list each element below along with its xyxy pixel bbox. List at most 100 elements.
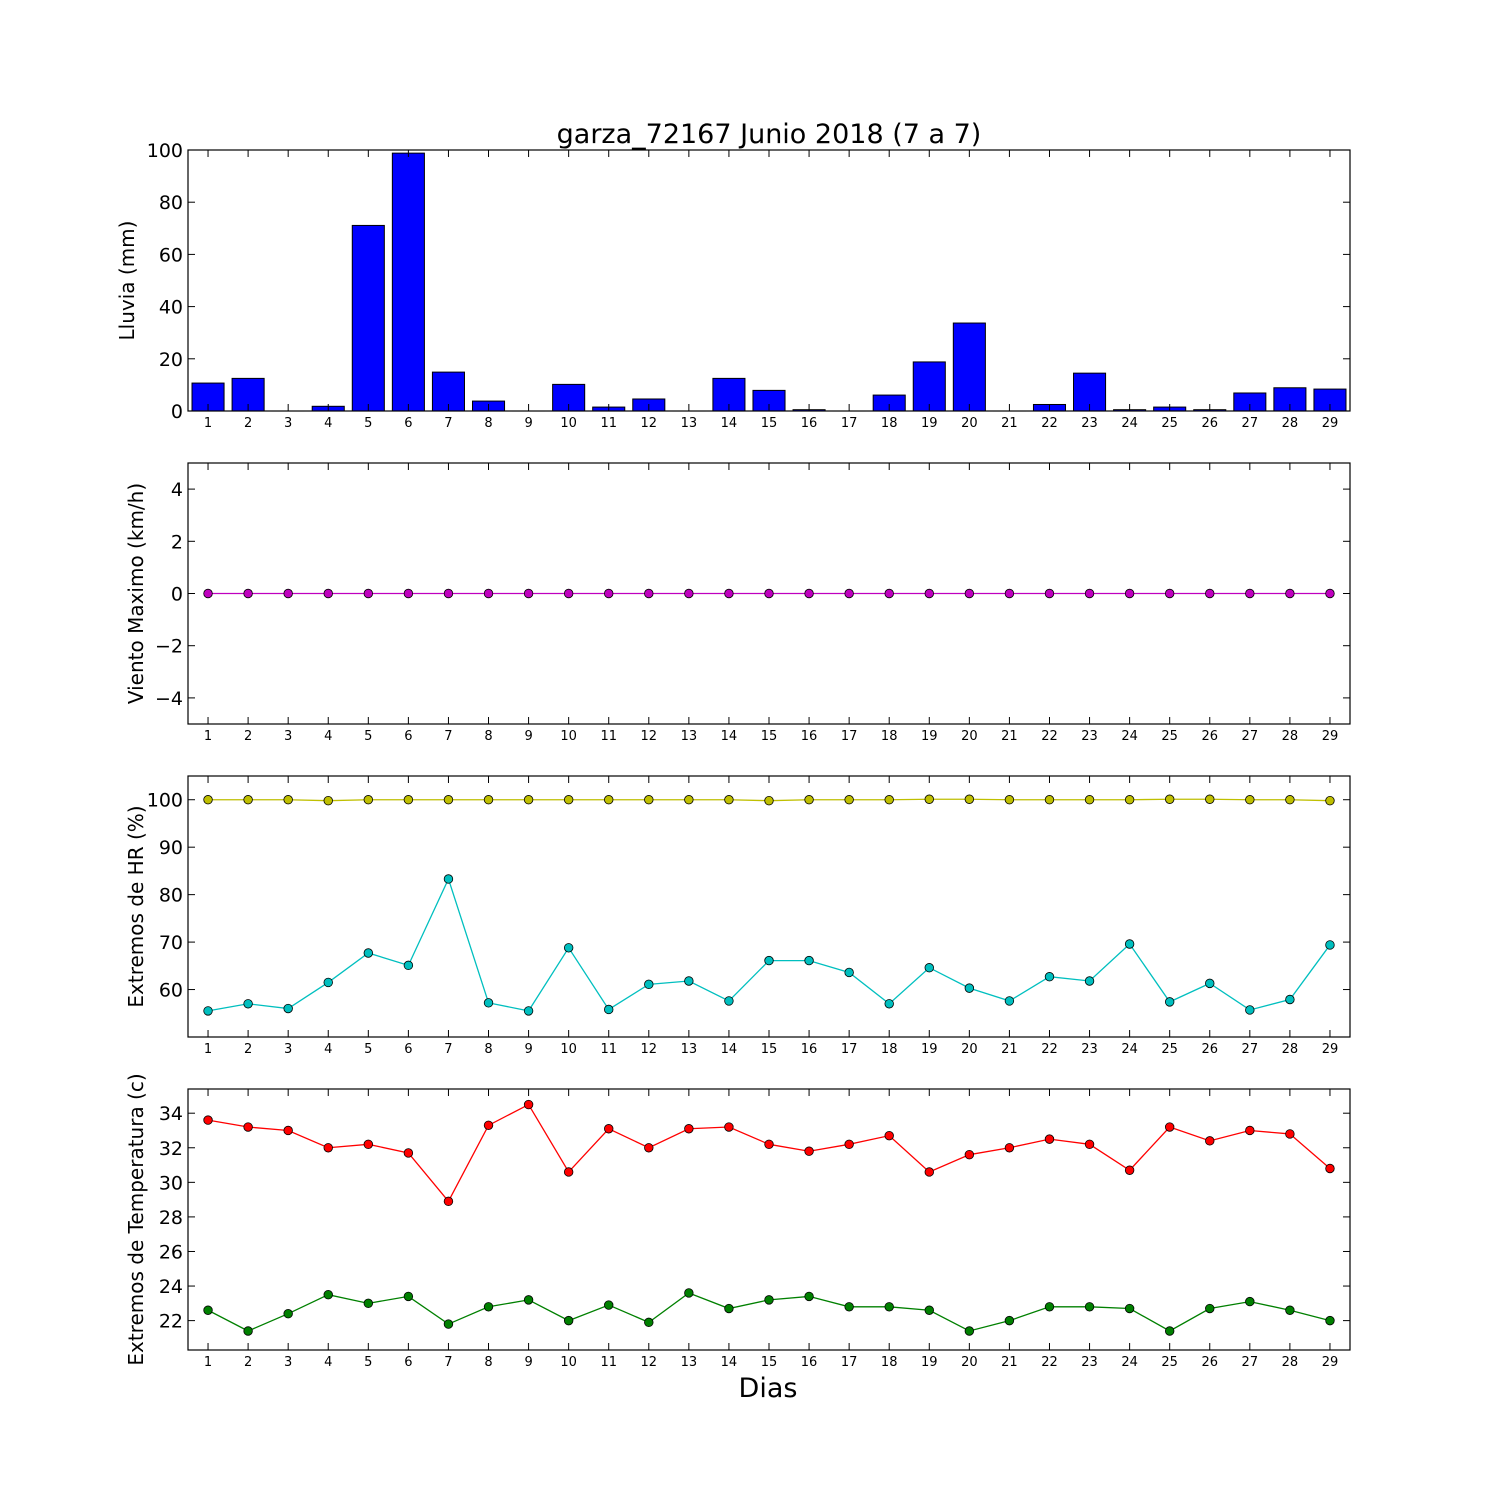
data-point (1124, 795, 1135, 805)
data-point (363, 795, 374, 805)
y-tick-label: 30 (159, 1172, 183, 1194)
data-point (604, 1004, 614, 1015)
y-tick-label: 60 (159, 244, 183, 266)
x-tick-label: 22 (1041, 729, 1058, 744)
x-tick-label: 7 (444, 1355, 452, 1370)
x-tick-label: 21 (1001, 1042, 1018, 1057)
data-point (1285, 795, 1295, 805)
x-tick-label: 1 (204, 729, 212, 744)
data-point (644, 1317, 654, 1328)
x-tick-label: 29 (1322, 729, 1339, 744)
data-point (924, 963, 934, 973)
y-tick-label: 26 (159, 1241, 183, 1263)
data-point (323, 588, 333, 599)
x-tick-label: 24 (1121, 416, 1138, 431)
data-point (1285, 1305, 1295, 1315)
x-tick-label: 7 (444, 416, 452, 431)
y-tick-label: 40 (159, 297, 183, 319)
data-point (764, 588, 774, 599)
data-point (1124, 1165, 1135, 1175)
y-tick-label: 34 (159, 1103, 183, 1125)
data-point (684, 1124, 694, 1134)
data-point (684, 1288, 694, 1298)
data-point (884, 588, 894, 599)
data-point (563, 1167, 574, 1177)
data-point (563, 795, 574, 805)
x-tick-label: 14 (721, 416, 738, 431)
data-point (1164, 1326, 1175, 1336)
data-point (644, 979, 654, 990)
data-point (844, 967, 854, 978)
data-point (964, 1326, 975, 1336)
data-point (764, 955, 774, 966)
data-point (1164, 794, 1175, 804)
x-tick-label: 21 (1001, 416, 1018, 431)
data-point (443, 795, 454, 805)
x-tick-label: 12 (641, 1042, 658, 1057)
x-tick-label: 18 (881, 1355, 898, 1370)
y-tick-label: −2 (155, 636, 183, 658)
bar (952, 322, 986, 412)
data-point (804, 1291, 814, 1302)
data-point (1285, 994, 1295, 1005)
x-tick-label: 23 (1081, 1042, 1098, 1057)
y-tick-label: 4 (171, 479, 183, 501)
data-point (283, 1125, 293, 1136)
x-tick-label: 19 (921, 416, 938, 431)
x-tick-label: 27 (1242, 416, 1259, 431)
data-point (443, 1319, 454, 1329)
x-tick-label: 27 (1242, 729, 1259, 744)
panel-2: 1 2 3 4 5 6 7 8 9 10 11 12 13 14 15 16 17 18 19 20 21 22 23 24 2… (124, 462, 1351, 744)
x-tick-label: 21 (1001, 729, 1018, 744)
bar (351, 224, 385, 412)
x-tick-label: 3 (284, 1042, 292, 1057)
panel-4: 1 2 3 4 5 6 7 8 9 10 11 12 13 14 15 16 17 18 19 20 21 22 23 24 2… (124, 1073, 1351, 1370)
x-tick-label: 11 (600, 729, 617, 744)
x-tick-label: 3 (284, 729, 292, 744)
bar (391, 152, 425, 412)
x-tick-label: 23 (1081, 729, 1098, 744)
x-tick-label: 2 (244, 416, 252, 431)
data-point (924, 1305, 934, 1315)
x-tick-label: 4 (324, 416, 332, 431)
x-tick-label: 1 (204, 1042, 212, 1057)
x-tick-label: 23 (1081, 416, 1098, 431)
x-tick-label: 2 (244, 1042, 252, 1057)
x-tick-label: 16 (801, 1355, 818, 1370)
x-tick-label: 15 (761, 1042, 778, 1057)
data-point (1044, 972, 1055, 982)
x-tick-label: 16 (801, 1042, 818, 1057)
x-tick-label: 15 (761, 416, 778, 431)
x-tick-label: 1 (204, 416, 212, 431)
data-point (563, 588, 574, 599)
data-point (1084, 976, 1095, 986)
x-tick-label: 12 (641, 729, 658, 744)
x-tick-label: 19 (921, 729, 938, 744)
x-tick-label: 17 (841, 1042, 858, 1057)
data-point (1285, 588, 1295, 599)
data-point (523, 795, 534, 805)
data-point (483, 998, 494, 1008)
x-tick-label: 1 (204, 1355, 212, 1370)
x-tick-label: 17 (841, 1355, 858, 1370)
x-tick-label: 11 (600, 1355, 617, 1370)
data-point (1325, 1315, 1335, 1326)
data-point (483, 588, 494, 599)
x-tick-label: 25 (1161, 1355, 1178, 1370)
x-tick-label: 16 (801, 729, 818, 744)
data-point (724, 996, 734, 1006)
data-point (684, 588, 694, 599)
data-point (1084, 1302, 1095, 1312)
x-tick-label: 28 (1282, 1355, 1299, 1370)
x-tick-label: 28 (1282, 1042, 1299, 1057)
data-point (1004, 1315, 1015, 1326)
x-tick-label: 29 (1322, 1042, 1339, 1057)
data-point (483, 1302, 494, 1312)
data-point (1084, 1139, 1095, 1150)
data-point (363, 1139, 374, 1150)
data-point (443, 874, 454, 884)
data-point (604, 1300, 614, 1310)
data-point (964, 588, 975, 599)
data-point (203, 588, 213, 599)
